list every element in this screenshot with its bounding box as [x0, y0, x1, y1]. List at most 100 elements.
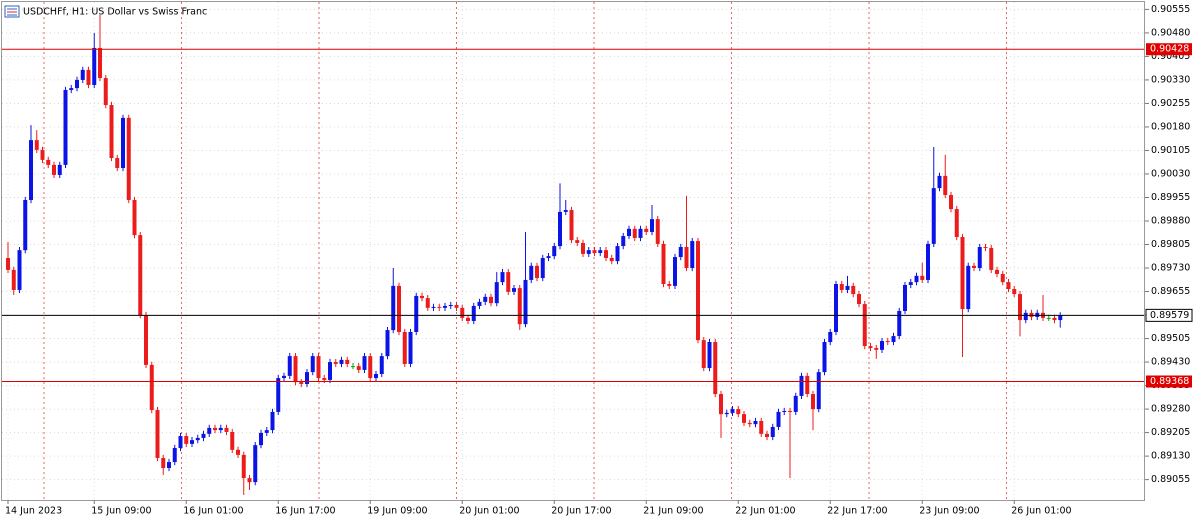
candle-body — [770, 426, 775, 437]
candle-body — [425, 298, 430, 308]
candle-body — [374, 373, 378, 379]
candle-body — [506, 272, 511, 292]
y-tick-label: 0.90480 — [1151, 27, 1190, 38]
candle-body — [575, 240, 580, 243]
candle-body — [828, 331, 833, 343]
candle-body — [46, 159, 51, 165]
candle-body — [684, 247, 689, 269]
level-layer — [2, 48, 1145, 383]
last-price-label: 0.89579 — [1150, 310, 1189, 321]
candle-body — [730, 409, 735, 413]
candle-body — [989, 247, 994, 270]
candle-body — [190, 440, 194, 444]
candle-body — [707, 342, 712, 369]
candle-body — [448, 305, 453, 307]
candle-body — [213, 427, 217, 431]
candle-body — [719, 394, 723, 415]
candle-body — [103, 78, 108, 106]
candle-body — [29, 140, 33, 200]
candle-body — [552, 246, 557, 257]
candle-body — [6, 257, 10, 270]
candle-body — [34, 140, 39, 150]
candle-body — [540, 257, 545, 279]
candle-body — [471, 305, 476, 322]
plot-frame — [1, 1, 1145, 501]
candle-body — [144, 315, 148, 365]
candle-body — [328, 362, 332, 380]
candle-body — [627, 228, 631, 237]
separator-layer — [43, 2, 1007, 500]
candle-body — [696, 241, 700, 341]
candle-body — [546, 256, 551, 258]
candle-body — [483, 296, 488, 302]
candle-body — [949, 194, 953, 210]
candle-body — [983, 247, 988, 249]
candle-body — [811, 394, 815, 410]
candle-body — [282, 375, 286, 379]
candle-body — [776, 411, 781, 427]
candle-body — [224, 427, 229, 432]
candle-body — [247, 478, 252, 483]
x-tick-label: 15 Jun 09:00 — [91, 506, 151, 517]
candle-body — [287, 356, 292, 376]
candle-body — [644, 228, 649, 232]
candle-body — [397, 285, 401, 332]
y-tick-label: 0.90030 — [1151, 168, 1190, 179]
candle-body — [23, 200, 28, 251]
candle-body — [368, 356, 373, 379]
candle-body — [655, 219, 660, 244]
candle-body — [345, 359, 350, 364]
x-tick-label: 23 Jun 09:00 — [919, 506, 979, 517]
candle-body — [138, 235, 143, 316]
candle-body — [1000, 273, 1005, 283]
candle-body — [126, 117, 131, 200]
y-tick-label: 0.89205 — [1151, 427, 1190, 438]
candle-body — [454, 305, 459, 308]
last-price-box — [1145, 308, 1193, 322]
candle-body — [920, 275, 925, 280]
candle-body — [661, 243, 666, 285]
candle-body — [1023, 312, 1028, 321]
candle-body — [362, 356, 367, 370]
candle-body — [178, 436, 183, 448]
candle-body — [75, 79, 79, 89]
candle-body — [558, 211, 562, 247]
candle-body — [713, 342, 718, 395]
candle-body — [356, 366, 361, 370]
candle-body — [80, 69, 85, 80]
candle-body — [966, 265, 971, 310]
candle-body — [402, 331, 407, 364]
candle-body — [765, 433, 769, 437]
candle-body — [149, 364, 154, 411]
candle-body — [782, 410, 787, 412]
candle-body — [230, 431, 235, 450]
candle-body — [805, 375, 810, 395]
candle-body — [408, 331, 413, 364]
candle-body — [960, 236, 965, 310]
candle-body — [822, 342, 827, 373]
candle-body — [385, 330, 390, 357]
candle-body — [678, 247, 683, 258]
candle-body — [86, 69, 91, 85]
candle-body — [874, 347, 879, 350]
candle-body — [523, 279, 528, 325]
symbol-icon — [4, 5, 20, 18]
candle-body — [264, 430, 269, 433]
candle-body — [1046, 317, 1051, 319]
y-tick-label: 0.89880 — [1151, 216, 1190, 227]
candle-body — [40, 149, 45, 160]
candle-body — [529, 265, 534, 280]
candle-body — [494, 282, 499, 304]
candle-body — [604, 250, 608, 258]
candle-body — [839, 284, 844, 290]
y-tick-label: 0.90255 — [1151, 98, 1190, 109]
candle-body — [908, 282, 913, 285]
candle-body — [218, 427, 223, 431]
candle-body — [431, 306, 436, 308]
x-tick-label: 22 Jun 17:00 — [827, 506, 887, 517]
candle-body — [460, 307, 465, 318]
candle-body — [1012, 289, 1017, 295]
candle-body — [793, 395, 798, 412]
candle-body — [724, 412, 729, 415]
